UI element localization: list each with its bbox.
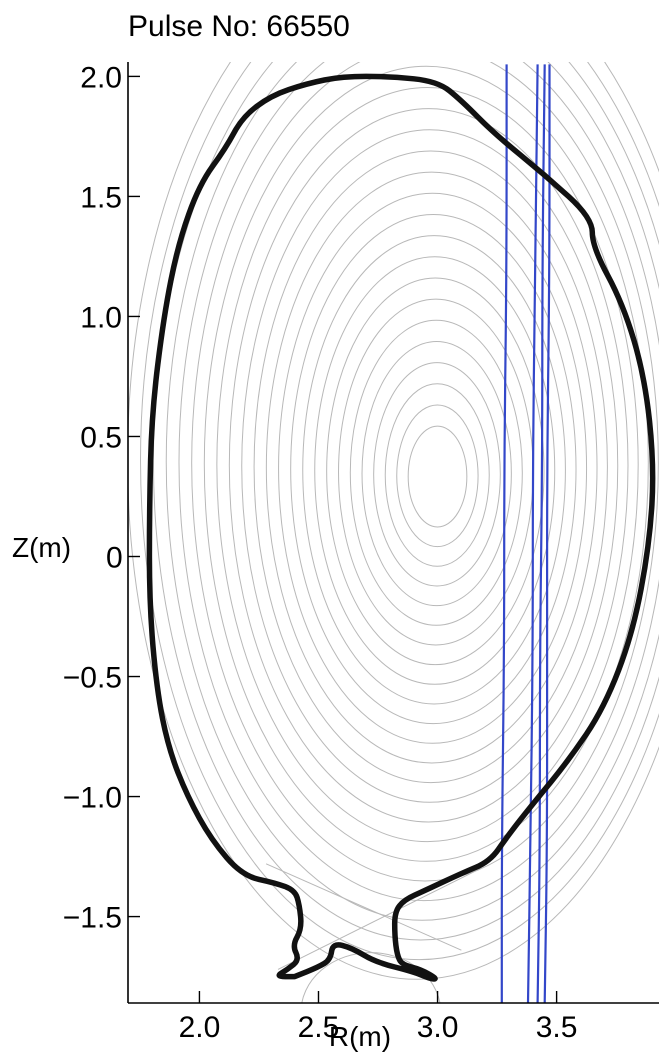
flux-contour (326, 277, 545, 666)
flux-contour (203, 65, 649, 862)
y-ticks: 2.0 1.5 1.0 0.5 −0.5 −1.0 −1.5 0 (63, 61, 140, 935)
flux-contour (152, 62, 659, 941)
y-tick-label: 0.5 (80, 421, 122, 454)
flux-contours (128, 62, 659, 980)
flux-contour (278, 192, 588, 744)
y-axis-label: Z(m) (12, 532, 71, 563)
flux-contour (349, 319, 523, 626)
flux-contour (384, 383, 490, 567)
flux-contour (290, 213, 577, 725)
x-tick-label: 3.0 (417, 1011, 459, 1044)
axes (127, 62, 659, 1004)
x-point-leg (265, 863, 462, 951)
flux-contour (265, 171, 598, 764)
flux-contour (191, 62, 659, 882)
x-tick-label: 2.0 (179, 1011, 221, 1044)
x-point-leg (277, 868, 481, 970)
separatrix-boundary-line (146, 73, 656, 982)
y-tick-label: −1.0 (63, 782, 122, 815)
flux-contour (302, 235, 566, 705)
flux-contour (216, 86, 639, 843)
sightline-line (500, 64, 508, 1003)
flux-contour (128, 62, 659, 980)
flux-contour (140, 62, 659, 960)
x-point-lines (265, 863, 481, 1003)
y-tick-label: 0 (106, 542, 123, 575)
flux-contour (396, 404, 479, 548)
sightline-line (536, 64, 546, 1004)
y-tick-label: 1.0 (80, 301, 122, 334)
sightline-line (543, 64, 551, 1004)
flux-contour (241, 129, 619, 803)
sightlines (500, 64, 551, 1004)
x-ticks: 2.0 2.5 3.0 3.5 (179, 991, 578, 1044)
separatrix-boundary (146, 73, 656, 982)
chart-title: Pulse No: 66550 (128, 10, 350, 43)
y-tick-label: 1.5 (80, 181, 122, 214)
flux-contour (373, 362, 501, 587)
flux-contour (253, 150, 608, 784)
flux-contour (407, 425, 468, 528)
flux-contour (314, 256, 556, 685)
flux-contour (361, 340, 512, 607)
flux-contour (165, 62, 659, 921)
x-axis-label: R(m) (329, 1021, 391, 1052)
flux-contour (228, 108, 629, 823)
divertor-flux-contour (301, 952, 441, 1003)
y-tick-label: −0.5 (63, 662, 122, 695)
x-tick-label: 2.5 (298, 1011, 340, 1044)
x-tick-label: 3.5 (536, 1011, 578, 1044)
sightline-line (526, 64, 539, 1004)
y-tick-label: 2.0 (80, 61, 122, 94)
flux-contour (178, 62, 659, 901)
y-tick-label: −1.5 (63, 902, 122, 935)
